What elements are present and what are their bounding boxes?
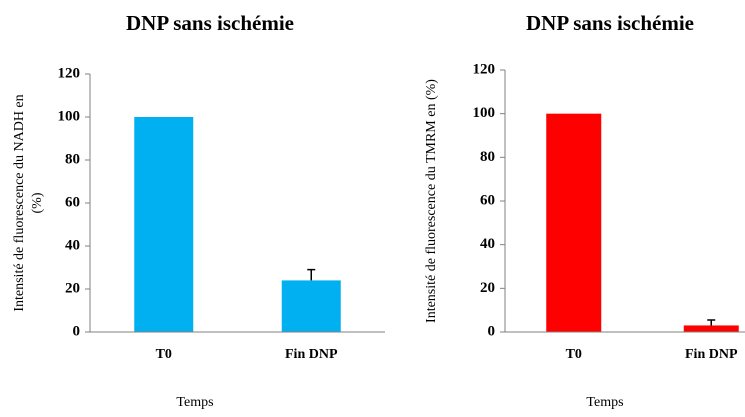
- y-tick-label: 80: [65, 151, 80, 167]
- y-tick-label: 100: [58, 108, 81, 124]
- error-bar: [707, 319, 716, 326]
- y-tick-label: 40: [480, 236, 495, 252]
- error-bar: [307, 268, 316, 281]
- bar: [546, 113, 602, 333]
- y-tick-label: 40: [65, 237, 80, 253]
- y-tick-label: 0: [488, 323, 496, 339]
- y-tick-label: 20: [65, 280, 80, 296]
- chart-title: DNP sans ischémie: [526, 11, 694, 35]
- y-axis-label: Intensité de fluorescence du NADH en: [12, 94, 27, 311]
- bar: [134, 117, 194, 332]
- y-tick-label: 60: [65, 194, 80, 210]
- y-tick-label: 60: [480, 192, 495, 208]
- x-tick-label: Fin DNP: [285, 347, 338, 362]
- x-axis-label: Temps: [176, 395, 213, 410]
- y-tick-label: 120: [58, 65, 81, 81]
- y-tick-label: 80: [480, 149, 495, 165]
- y-tick-label: 100: [473, 105, 496, 121]
- y-tick-label: 120: [473, 61, 496, 77]
- x-tick-label: Fin DNP: [685, 347, 738, 362]
- x-axis-label: Temps: [586, 395, 623, 410]
- y-tick-label: 0: [73, 323, 81, 339]
- y-tick-label: 20: [480, 280, 495, 296]
- bar: [683, 325, 739, 332]
- x-tick-label: T0: [566, 347, 582, 362]
- x-tick-label: T0: [156, 347, 172, 362]
- chart-title: DNP sans ischémie: [126, 11, 294, 35]
- y-axis-label: (%): [30, 192, 45, 213]
- bar: [281, 280, 341, 332]
- y-axis-label: Intensité de fluorescence du TMRM en (%): [424, 79, 439, 323]
